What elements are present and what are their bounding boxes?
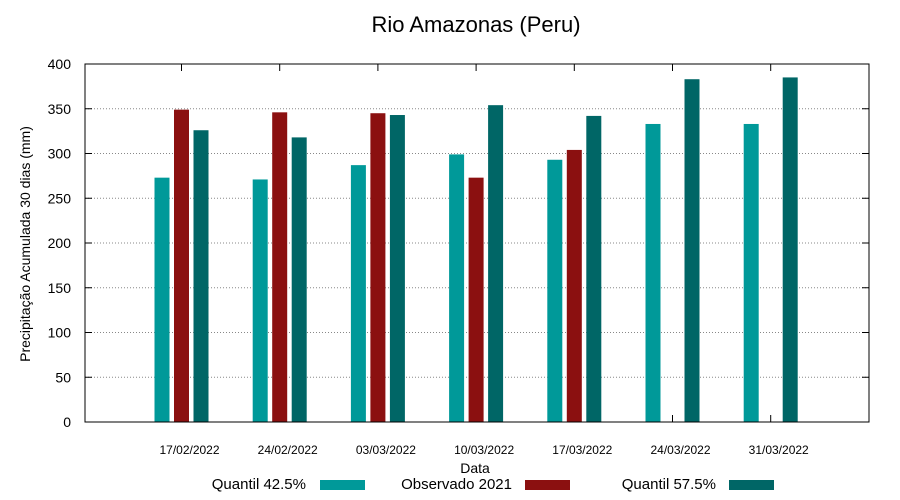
bar-observado-2021-4 <box>566 149 582 423</box>
bar-quantil-57-5--3 <box>488 105 504 423</box>
y-axis-label: Precipitação Acumulada 30 dias (mm) <box>17 126 33 362</box>
bar-quantil-57-5--4 <box>586 115 602 422</box>
x-tick-label: 17/03/2022 <box>552 443 612 457</box>
y-tick-label: 50 <box>55 369 71 385</box>
y-tick-label: 100 <box>48 325 72 341</box>
bar-quantil-42-5--0 <box>154 177 170 422</box>
legend-swatch <box>729 480 774 490</box>
x-tick-label: 31/03/2022 <box>749 443 809 457</box>
bar-quantil-42-5--4 <box>547 159 563 422</box>
bar-quantil-42-5--5 <box>645 123 661 422</box>
legend-label: Quantil 42.5% <box>212 476 306 493</box>
bar-quantil-57-5--6 <box>782 77 798 423</box>
chart-title: Rio Amazonas (Peru) <box>371 12 580 37</box>
x-tick-label: 24/03/2022 <box>650 443 710 457</box>
bar-quantil-57-5--2 <box>389 115 405 422</box>
y-axis-ticks: 0 50 100 150 200 250 300 350 400 <box>48 56 869 430</box>
legend-label: Quantil 57.5% <box>622 476 716 493</box>
y-tick-label: 400 <box>48 56 72 72</box>
legend-swatch <box>320 480 365 490</box>
bar-quantil-57-5--5 <box>684 79 700 422</box>
x-tick-label: 10/03/2022 <box>454 443 514 457</box>
y-tick-label: 150 <box>48 280 72 296</box>
plot-frame <box>84 63 870 423</box>
legend-label: Observado 2021 <box>401 476 512 493</box>
x-axis-ticks: 17/02/2022 24/02/2022 03/03/2022 10/03/2022… <box>159 64 809 457</box>
y-tick-label: 0 <box>63 414 71 430</box>
legend-swatch <box>525 480 570 490</box>
bar-quantil-42-5--6 <box>743 123 759 422</box>
bar-quantil-42-5--1 <box>252 179 268 422</box>
y-tick-label: 350 <box>48 101 72 117</box>
x-tick-label: 17/02/2022 <box>159 443 219 457</box>
bar-quantil-57-5--1 <box>291 137 307 422</box>
bar-quantil-42-5--3 <box>449 154 465 422</box>
bars <box>154 77 798 423</box>
bar-observado-2021-0 <box>174 109 189 423</box>
y-tick-label: 200 <box>48 235 72 251</box>
bar-quantil-42-5--2 <box>350 165 366 422</box>
x-axis-label: Data <box>460 460 490 476</box>
legend: Quantil 42.5% Observado 2021 Quantil 57.5% <box>212 476 774 493</box>
x-tick-label: 03/03/2022 <box>356 443 416 457</box>
y-tick-label: 300 <box>48 146 72 162</box>
bar-observado-2021-3 <box>468 177 484 422</box>
bar-quantil-57-5--0 <box>193 130 209 423</box>
bar-observado-2021-1 <box>272 112 288 422</box>
x-tick-label: 24/02/2022 <box>258 443 318 457</box>
y-tick-label: 250 <box>48 190 72 206</box>
bar-observado-2021-2 <box>370 113 386 422</box>
